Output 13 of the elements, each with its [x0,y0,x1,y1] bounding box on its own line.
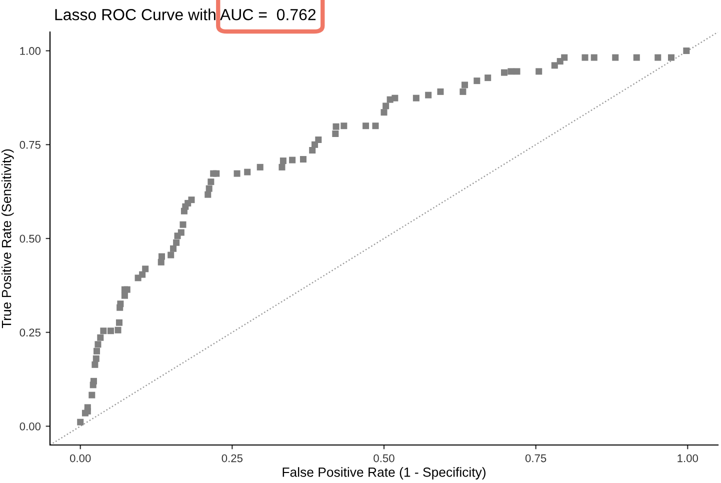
x-tick-label: 0.50 [374,454,394,462]
x-axis-title: False Positive Rate (1 - Specificity) [282,467,486,480]
x-tick-label: 0.75 [525,454,546,462]
y-tick-label: 0.75 [20,140,41,149]
x-tick-label: 0.00 [70,454,91,462]
y-tick-label: 1.00 [20,47,41,55]
y-tick-label: 0.25 [20,328,41,336]
y-axis-title: True Positive Rate (Sensitivity) [1,149,14,328]
y-tick-label: 0.00 [20,422,41,430]
y-tick-label: 0.50 [20,234,41,243]
x-tick-label: 1.00 [678,454,698,462]
chart-title: Lasso ROC Curve with AUC = 0.762 [55,8,316,20]
x-tick-label: 0.25 [222,454,243,462]
